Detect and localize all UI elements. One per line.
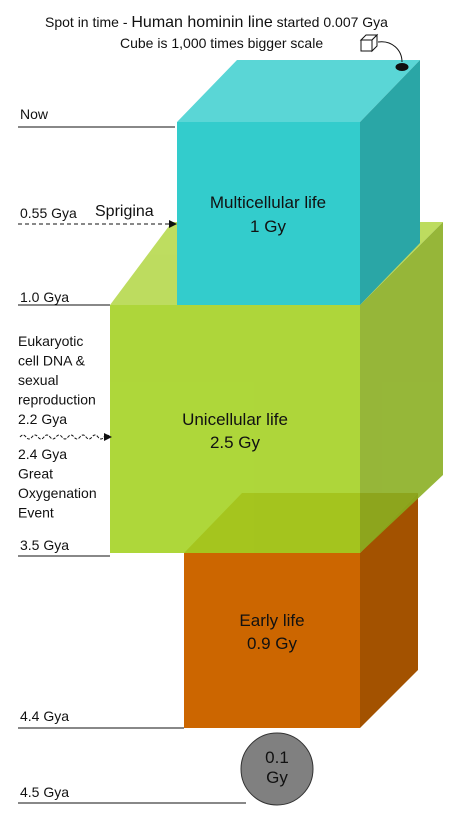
label-line: 2.2 Gya [18, 411, 67, 427]
label-line: 2.4 Gya [18, 446, 67, 462]
label-line: Event [18, 505, 54, 521]
now-label: Now [20, 106, 49, 122]
circle-unit: Gy [266, 768, 288, 787]
time-label: 4.4 Gya [20, 708, 69, 724]
cube-icon [359, 33, 409, 71]
label-line: cell DNA & [18, 353, 86, 369]
label-line: sexual [18, 372, 58, 388]
time-label: 4.5 Gya [20, 784, 69, 800]
cube-duration: 1 Gy [250, 217, 286, 236]
cube-label: Multicellular life [210, 193, 326, 212]
label-line: reproduction [18, 392, 96, 408]
label-line: Oxygenation [18, 485, 97, 501]
small-circle [240, 732, 314, 806]
header-line1: Spot in time - Human hominin line starte… [45, 14, 388, 31]
header-line2: Cube is 1,000 times bigger scale [120, 35, 323, 51]
circle-value: 0.1 [265, 748, 289, 767]
timeline-lines [18, 126, 246, 804]
time-label: 1.0 Gya [20, 289, 69, 305]
cube-duration: 2.5 Gy [210, 433, 261, 452]
label-line: Eukaryotic [18, 333, 83, 349]
multicellular-cube [177, 60, 420, 305]
oxygenation-label: 2.4 Gya Great Oxygenation Event [18, 446, 97, 521]
time-label: 3.5 Gya [20, 537, 69, 553]
cube-label: Early life [239, 611, 304, 630]
sprigina-label: Sprigina [95, 203, 154, 220]
time-label: 0.55 Gya [20, 205, 77, 221]
eukaryotic-label: Eukaryotic cell DNA & sexual reproduction 2.… [18, 333, 96, 427]
cube-duration: 0.9 Gy [247, 634, 298, 653]
cube-label: Unicellular life [182, 410, 288, 429]
label-line: Great [18, 466, 53, 482]
